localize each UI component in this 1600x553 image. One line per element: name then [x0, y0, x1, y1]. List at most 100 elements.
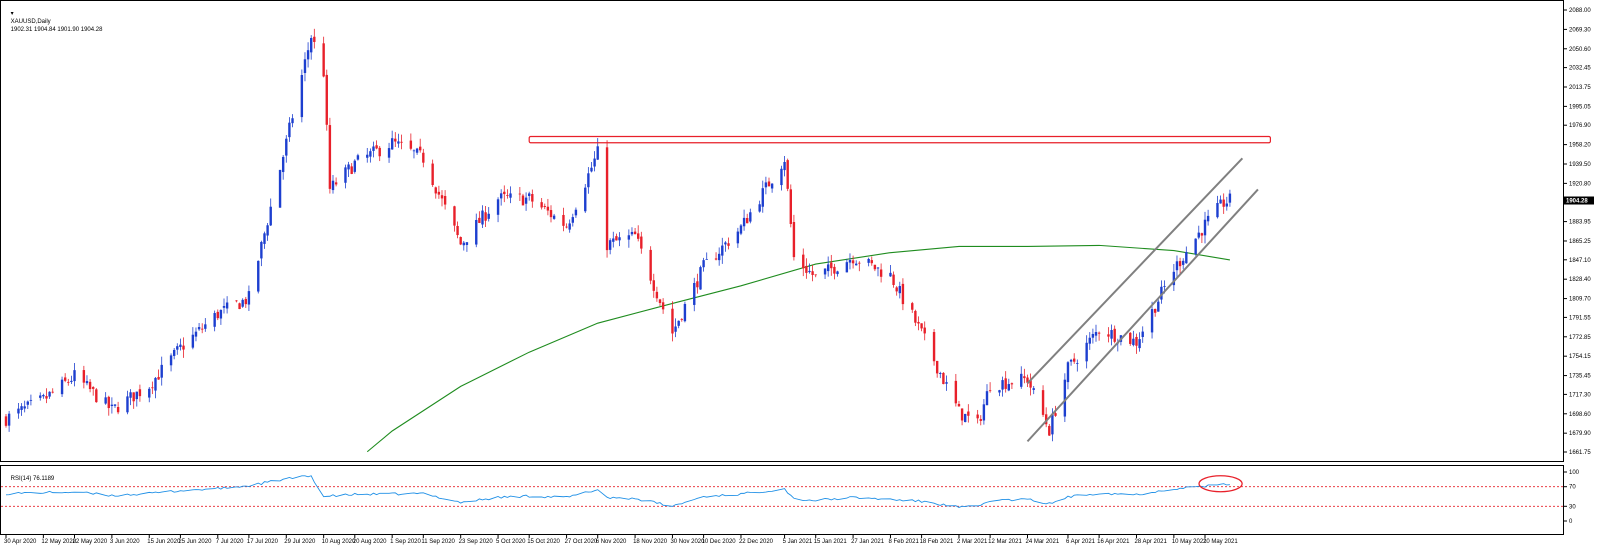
candle-body	[1066, 362, 1070, 383]
price-tick-label: 1920.80	[1569, 181, 1591, 187]
header-dropdown-icon[interactable]: ▾	[10, 11, 14, 17]
candle-body	[892, 274, 895, 285]
candle-body	[596, 146, 599, 160]
candle-body	[496, 199, 500, 215]
candle-body	[26, 401, 29, 405]
resistance-zone-rectangle	[528, 135, 1272, 144]
candle-body	[531, 194, 534, 202]
date-tick-label: 8 Feb 2021	[888, 539, 919, 545]
candle-body	[475, 219, 478, 245]
date-tick-label: 18 Nov 2020	[633, 539, 668, 545]
price-tick-label: 2069.30	[1569, 27, 1591, 33]
price-tick-label: 1939.50	[1569, 162, 1591, 168]
candle-body	[693, 282, 696, 305]
candle-body	[138, 389, 142, 397]
candle-body	[412, 150, 416, 152]
candle-body	[568, 223, 571, 230]
candle-body	[761, 188, 764, 207]
candle-body	[269, 206, 272, 226]
candle-body	[20, 406, 23, 410]
candle-body	[344, 167, 347, 183]
candle-body	[855, 263, 858, 266]
price-panel-frame	[0, 0, 1564, 462]
candle-body	[767, 181, 771, 187]
date-tick-label: 10 May 2021	[1172, 539, 1207, 545]
candle-body	[129, 392, 132, 398]
date-tick-label: 3 Jun 2020	[110, 539, 140, 545]
candle-body	[126, 396, 129, 413]
candle-body	[615, 236, 618, 241]
candle-body	[627, 235, 631, 240]
candle-body	[792, 222, 796, 258]
candle-body	[328, 125, 332, 189]
candle-body	[1216, 203, 1219, 218]
price-tick-label: 2088.00	[1569, 8, 1591, 14]
candle-body	[786, 160, 789, 189]
candle-body	[1069, 359, 1073, 362]
candle-body	[481, 210, 484, 225]
candle-body	[213, 313, 216, 327]
candle-body	[1172, 271, 1176, 286]
candle-body	[95, 389, 98, 403]
candle-body	[870, 260, 873, 264]
date-tick-label: 15 Jun 2020	[147, 539, 181, 545]
date-tick-label: 7 Jul 2020	[216, 539, 244, 545]
candle-body	[219, 309, 223, 319]
candle-body	[116, 406, 120, 413]
candle-body	[45, 396, 48, 399]
date-tick-label: 15 Jan 2021	[814, 539, 848, 545]
candle-body	[630, 231, 634, 235]
candle-body	[107, 396, 110, 409]
candle-body	[244, 298, 247, 305]
candle-body	[1001, 380, 1004, 390]
candle-body	[194, 331, 198, 337]
candle-body	[683, 303, 687, 322]
candle-body	[1073, 358, 1076, 362]
candle-body	[590, 167, 593, 172]
rsi-line	[5, 475, 1230, 508]
candle-body	[375, 145, 378, 149]
date-tick-label: 28 Apr 2021	[1134, 539, 1167, 545]
candle-body	[988, 390, 992, 392]
candle-body	[543, 206, 546, 208]
candle-body	[1110, 330, 1113, 339]
candle-body	[721, 245, 724, 256]
candle-body	[805, 265, 808, 273]
candle-body	[300, 74, 304, 118]
candle-body	[1182, 260, 1185, 265]
date-tick-label: 20 Aug 2020	[353, 539, 387, 545]
rsi-tick-label: 0	[1569, 519, 1573, 525]
candle-body	[225, 302, 229, 309]
candle-body	[1088, 337, 1091, 344]
candle-body	[1138, 339, 1141, 349]
candle-body	[1185, 252, 1188, 264]
candle-body	[845, 262, 849, 273]
candle-body	[440, 195, 444, 199]
candle-body	[901, 283, 905, 305]
candle-body	[506, 195, 509, 196]
candle-body	[736, 231, 740, 244]
price-tick-label: 1661.75	[1569, 450, 1591, 456]
candle-body	[979, 419, 982, 421]
candle-body	[848, 260, 852, 263]
candle-body	[911, 303, 914, 310]
candle-body	[724, 242, 727, 245]
date-tick-label: 15 Oct 2020	[527, 539, 560, 545]
candle-body	[593, 158, 596, 167]
candle-body	[1026, 377, 1029, 383]
candle-body	[1076, 362, 1079, 364]
candle-body	[637, 233, 640, 239]
symbol-label: XAUUSD,Daily	[10, 19, 51, 25]
candle-body	[858, 262, 861, 264]
candle-body	[179, 344, 182, 348]
candle-body	[154, 377, 157, 391]
candle-body	[802, 254, 805, 269]
price-tick-label: 1883.95	[1569, 220, 1591, 226]
candle-body	[443, 196, 447, 205]
candle-body	[1200, 233, 1204, 236]
candle-body	[422, 152, 425, 163]
candle-body	[465, 242, 469, 245]
candle-body	[680, 319, 683, 320]
